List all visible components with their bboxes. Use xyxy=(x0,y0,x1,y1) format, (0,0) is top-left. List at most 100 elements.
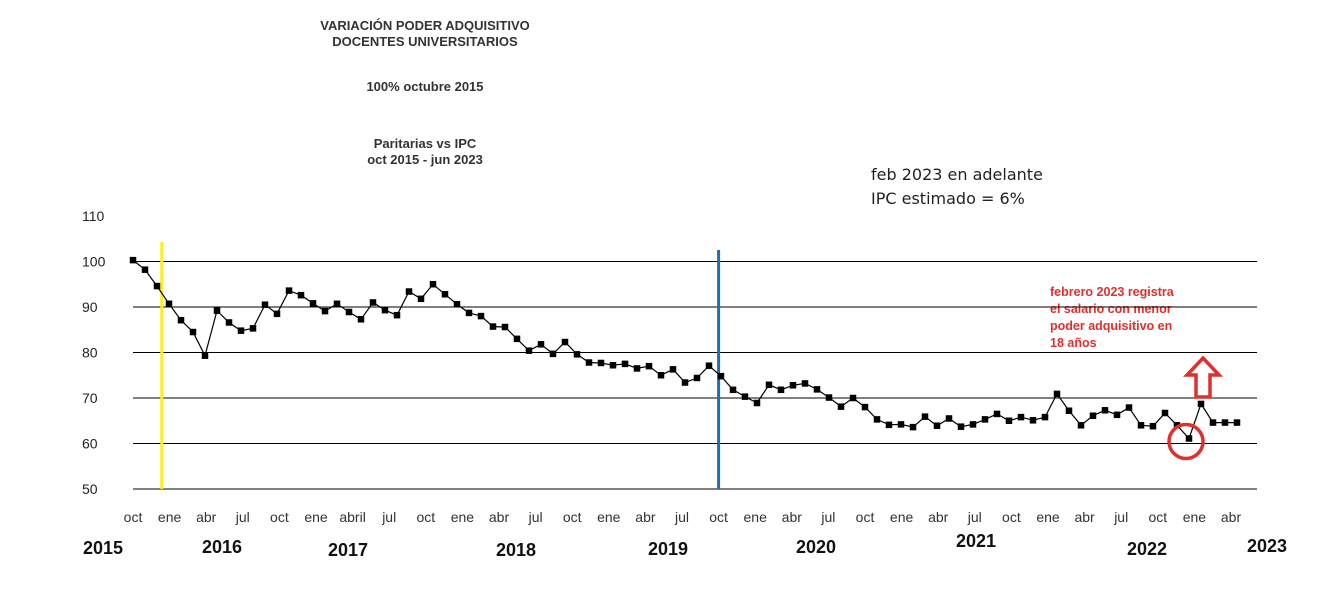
y-tick-label: 90 xyxy=(82,299,98,315)
data-point xyxy=(477,312,485,320)
data-point xyxy=(981,416,989,423)
data-point xyxy=(417,295,425,303)
x-tick-label: abr xyxy=(928,509,949,525)
highlight-circle xyxy=(1167,422,1205,461)
data-point xyxy=(129,256,137,264)
x-tick-label: abr xyxy=(782,509,803,525)
data-point xyxy=(501,323,509,331)
x-tick-label: ene xyxy=(890,509,914,525)
data-point xyxy=(189,328,197,336)
data-point xyxy=(273,310,281,318)
data-point xyxy=(933,422,941,430)
data-point xyxy=(825,394,833,401)
x-tick-label: abr xyxy=(196,509,217,525)
data-point xyxy=(657,372,665,379)
y-tick-label: 70 xyxy=(82,390,98,406)
x-tick-label: oct xyxy=(270,509,289,525)
year-label: 2017 xyxy=(328,540,368,560)
y-tick-label: 100 xyxy=(82,254,106,270)
chart-base-label: 100% octubre 2015 xyxy=(0,79,850,95)
x-tick-label: oct xyxy=(856,509,875,525)
data-point xyxy=(1137,422,1145,429)
x-tick-label: ene xyxy=(1183,509,1207,525)
data-point xyxy=(165,300,173,308)
data-point xyxy=(297,291,305,299)
data-point xyxy=(753,399,761,407)
data-point xyxy=(177,316,185,324)
data-point xyxy=(1209,419,1217,426)
data-point xyxy=(609,361,617,369)
data-point xyxy=(465,309,473,317)
data-point xyxy=(201,352,209,359)
chart-subtitle: Paritarias vs IPC oct 2015 - jun 2023 xyxy=(0,136,850,168)
data-point xyxy=(597,359,605,367)
x-tick-label: oct xyxy=(709,509,728,525)
chart-title: VARIACIÓN PODER ADQUISITIVO DOCENTES UNI… xyxy=(0,18,850,50)
data-point xyxy=(921,413,929,420)
data-point xyxy=(909,423,917,431)
data-point xyxy=(801,380,809,387)
chart-title-line-2: DOCENTES UNIVERSITARIOS xyxy=(332,34,518,49)
subtitle-line-1: Paritarias vs IPC xyxy=(373,136,477,151)
x-tick-label: oct xyxy=(1148,509,1167,525)
data-point xyxy=(945,415,953,422)
x-tick-label: jul xyxy=(674,509,689,525)
annotation-line-3: poder adquisitivo en xyxy=(1050,319,1173,333)
annotation-line-1: febrero 2023 registra xyxy=(1050,285,1174,299)
data-point xyxy=(345,308,353,316)
ipc-estimate-note: feb 2023 en adelante IPC estimado = 6% xyxy=(871,163,1043,211)
year-label: 2015 xyxy=(83,538,123,558)
data-point xyxy=(957,423,965,430)
y-tick-label: 110 xyxy=(82,208,105,224)
data-point xyxy=(1017,413,1025,421)
x-tick-label: ene xyxy=(451,509,475,525)
y-tick-label: 60 xyxy=(82,436,98,452)
data-point xyxy=(369,299,377,306)
data-point xyxy=(249,325,257,332)
data-point xyxy=(621,360,629,368)
data-point xyxy=(969,421,977,428)
x-tick-label: jul xyxy=(381,509,396,525)
data-point xyxy=(741,393,749,400)
data-point xyxy=(225,319,233,326)
data-point xyxy=(813,386,821,393)
data-point xyxy=(1221,419,1229,426)
data-point xyxy=(333,300,341,308)
x-tick-label: ene xyxy=(158,509,182,525)
x-tick-label: jul xyxy=(235,509,250,525)
y-tick-label: 80 xyxy=(82,345,98,361)
x-tick-label: jul xyxy=(967,509,982,525)
data-point xyxy=(1113,411,1121,419)
data-point xyxy=(573,351,581,358)
data-point xyxy=(1041,413,1049,421)
year-label: 2021 xyxy=(956,531,996,551)
year-label: 2019 xyxy=(648,539,688,559)
note-line-1: feb 2023 en adelante xyxy=(871,165,1043,184)
data-point xyxy=(1125,404,1133,411)
data-point xyxy=(1053,390,1061,398)
x-tick-label: oct xyxy=(563,509,582,525)
data-point xyxy=(1197,400,1205,408)
data-point xyxy=(525,347,533,354)
data-point xyxy=(1149,422,1157,430)
data-point xyxy=(1005,417,1013,424)
data-point xyxy=(549,350,557,358)
data-point xyxy=(381,306,389,314)
base-label-text: 100% octubre 2015 xyxy=(366,79,484,94)
data-point xyxy=(681,379,689,386)
data-point xyxy=(321,307,329,315)
data-point xyxy=(285,287,293,294)
data-point xyxy=(441,291,449,298)
data-point xyxy=(765,381,773,389)
x-tick-label: abril xyxy=(339,509,365,525)
x-tick-label: abr xyxy=(489,509,510,525)
data-point xyxy=(309,300,317,307)
annotation-text: febrero 2023 registra el salario con men… xyxy=(1050,284,1240,352)
note-line-2: IPC estimado = 6% xyxy=(871,189,1025,208)
annotation-line-2: el salario con menor xyxy=(1050,302,1172,316)
data-point xyxy=(1101,407,1109,414)
x-tick-label: abr xyxy=(1074,509,1095,525)
data-point xyxy=(705,362,713,369)
data-point xyxy=(633,365,641,372)
